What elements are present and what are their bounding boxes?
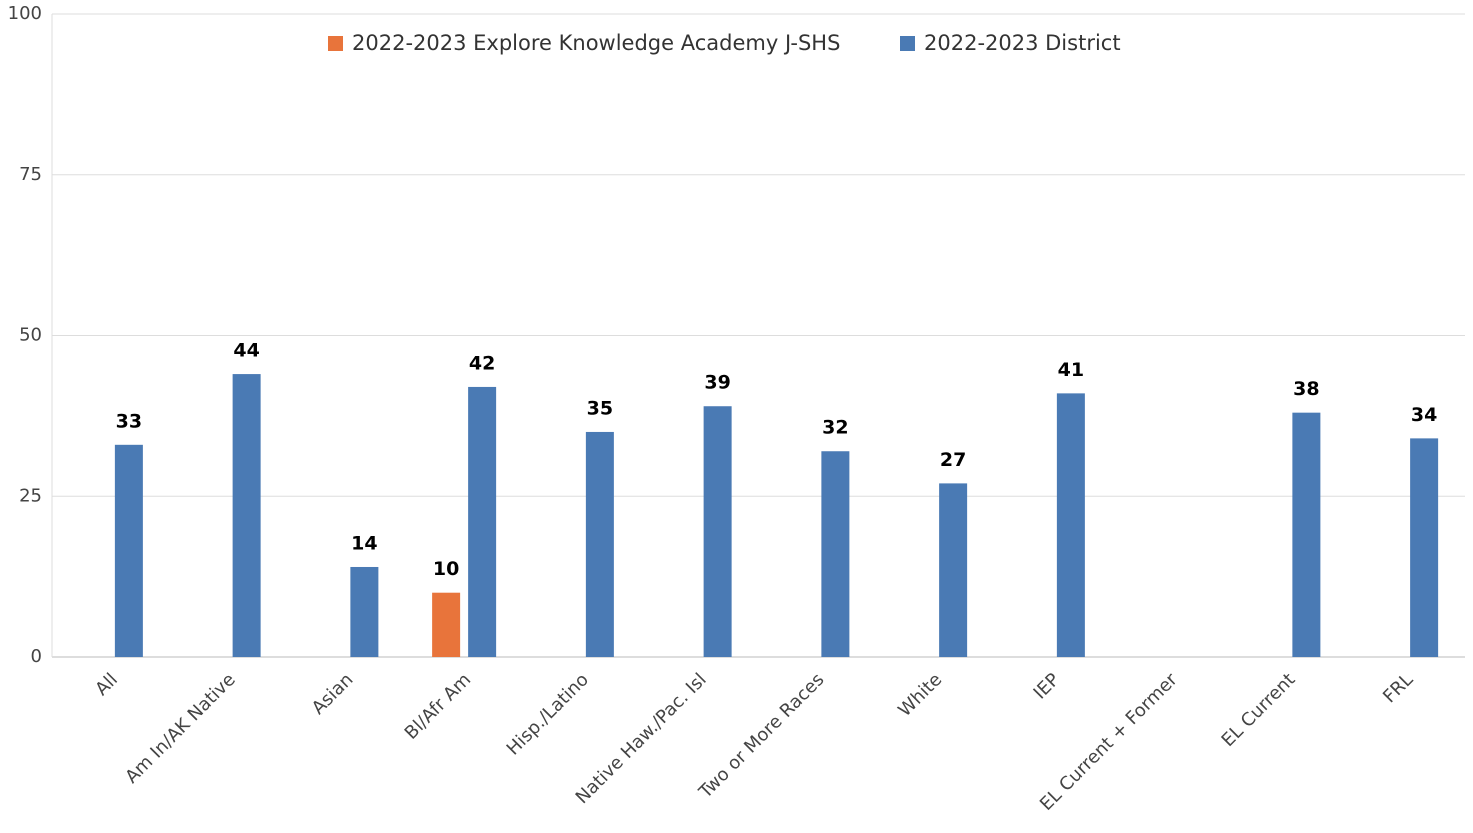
x-tick-label: EL Current + Former [1036,669,1182,815]
data-label: 27 [940,449,966,471]
x-tick-label: Hisp./Latino [503,669,593,759]
y-tick-label: 50 [19,325,42,346]
data-label: 10 [433,558,459,580]
y-tick-label: 0 [31,646,42,667]
bar [468,386,497,657]
y-tick-label: 75 [19,164,42,185]
x-tick-label: Asian [308,669,358,719]
data-label: 42 [469,352,495,374]
x-tick-label: Am In/AK Native [121,669,239,787]
bar [1292,412,1321,657]
bar [939,483,968,657]
data-label: 33 [116,410,142,432]
bar [432,592,461,657]
data-label: 44 [233,340,259,362]
legend-swatch [900,36,915,51]
data-label: 38 [1293,378,1319,400]
legend-swatch [328,36,343,51]
x-tick-label: All [91,669,122,700]
bar [114,444,143,657]
x-tick-label: Native Haw./Pac. Isl [572,669,711,808]
bar [703,406,732,657]
bar [821,451,850,657]
data-label: 41 [1058,359,1084,381]
legend-label: 2022-2023 District [924,31,1121,55]
data-label: 39 [704,372,730,394]
bar [350,566,379,657]
bar [232,374,261,657]
data-label: 34 [1411,404,1437,426]
bar [1056,393,1085,657]
y-tick-label: 100 [8,3,42,24]
data-label: 35 [587,397,613,419]
y-tick-label: 25 [19,485,42,506]
bar [1410,438,1439,657]
legend-label: 2022-2023 Explore Knowledge Academy J-SH… [352,31,840,55]
x-tick-label: IEP [1030,669,1064,703]
x-tick-label: Bl/Afr Am [401,669,476,744]
x-tick-label: FRL [1379,669,1417,707]
bar [585,431,614,657]
data-label: 14 [351,532,377,554]
x-tick-label: EL Current [1218,669,1300,751]
x-tick-label: White [894,669,946,721]
x-tick-label: Two or More Races [694,669,828,803]
data-label: 32 [822,417,848,439]
